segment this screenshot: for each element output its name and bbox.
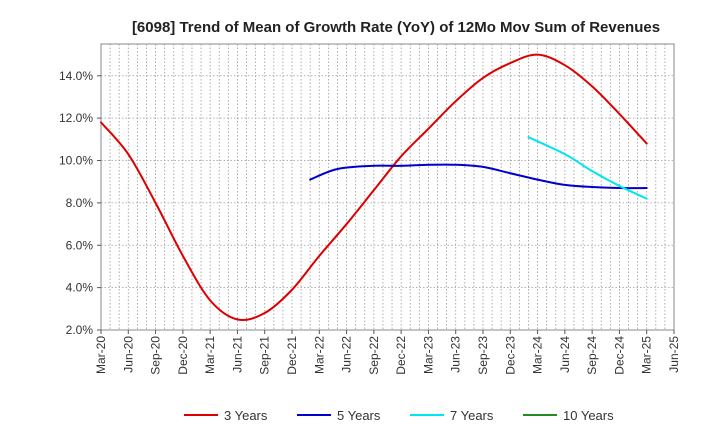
y-tick-label: 2.0%: [66, 323, 94, 337]
y-axis: 2.0% 4.0% 6.0% 8.0% 10.0% 12.0% 14.0%: [59, 69, 101, 337]
x-tick-label: Mar-24: [531, 336, 545, 374]
x-tick-label: Mar-20: [94, 336, 108, 374]
x-tick-label: Jun-20: [121, 336, 135, 373]
x-tick-label: Jun-24: [558, 336, 572, 373]
legend-label-3-years: 3 Years: [224, 408, 268, 423]
series-line-3-years: [100, 53, 648, 322]
legend-label-10-years: 10 Years: [563, 408, 614, 423]
y-tick-label: 12.0%: [59, 111, 93, 125]
x-tick-label: Jun-22: [340, 336, 354, 373]
x-tick-label: Dec-20: [176, 336, 190, 375]
y-tick-label: 6.0%: [66, 238, 94, 252]
x-tick-label: Sep-24: [585, 336, 599, 375]
y-tick-label: 10.0%: [59, 154, 93, 168]
grid: [101, 44, 674, 331]
y-tick-label: 14.0%: [59, 69, 93, 83]
x-tick-label: Mar-23: [421, 336, 435, 374]
plot-border: [100, 43, 675, 331]
x-tick-label: Mar-21: [203, 336, 217, 374]
x-axis: Mar-20 Jun-20 Sep-20 Dec-20 Mar-21 Jun-21 Sep-…: [94, 330, 681, 375]
y-tick-label: 4.0%: [66, 281, 94, 295]
x-tick-label: Sep-21: [258, 336, 272, 375]
x-tick-label: Dec-21: [285, 336, 299, 375]
x-tick-label: Sep-23: [476, 336, 490, 375]
x-tick-label: Dec-24: [612, 336, 626, 375]
x-tick-label: Sep-20: [149, 336, 163, 375]
y-tick-label: 8.0%: [66, 196, 94, 210]
legend: 3 Years 5 Years 7 Years 10 Years: [184, 408, 614, 423]
x-tick-label: Jun-25: [667, 336, 681, 373]
legend-label-7-years: 7 Years: [450, 408, 494, 423]
x-tick-label: Jun-23: [449, 336, 463, 373]
x-tick-label: Mar-25: [640, 336, 654, 374]
legend-label-5-years: 5 Years: [337, 408, 381, 423]
series-lines: [100, 53, 648, 322]
series-line-7-years: [527, 136, 648, 200]
x-tick-label: Dec-23: [503, 336, 517, 375]
x-tick-label: Jun-21: [230, 336, 244, 373]
plot-area: [100, 43, 675, 331]
chart-title: [6098] Trend of Mean of Growth Rate (YoY…: [132, 19, 660, 36]
x-tick-label: Sep-22: [367, 336, 381, 375]
series-line-5-years: [309, 163, 648, 190]
x-tick-label: Dec-22: [394, 336, 408, 375]
x-tick-label: Mar-22: [312, 336, 326, 374]
